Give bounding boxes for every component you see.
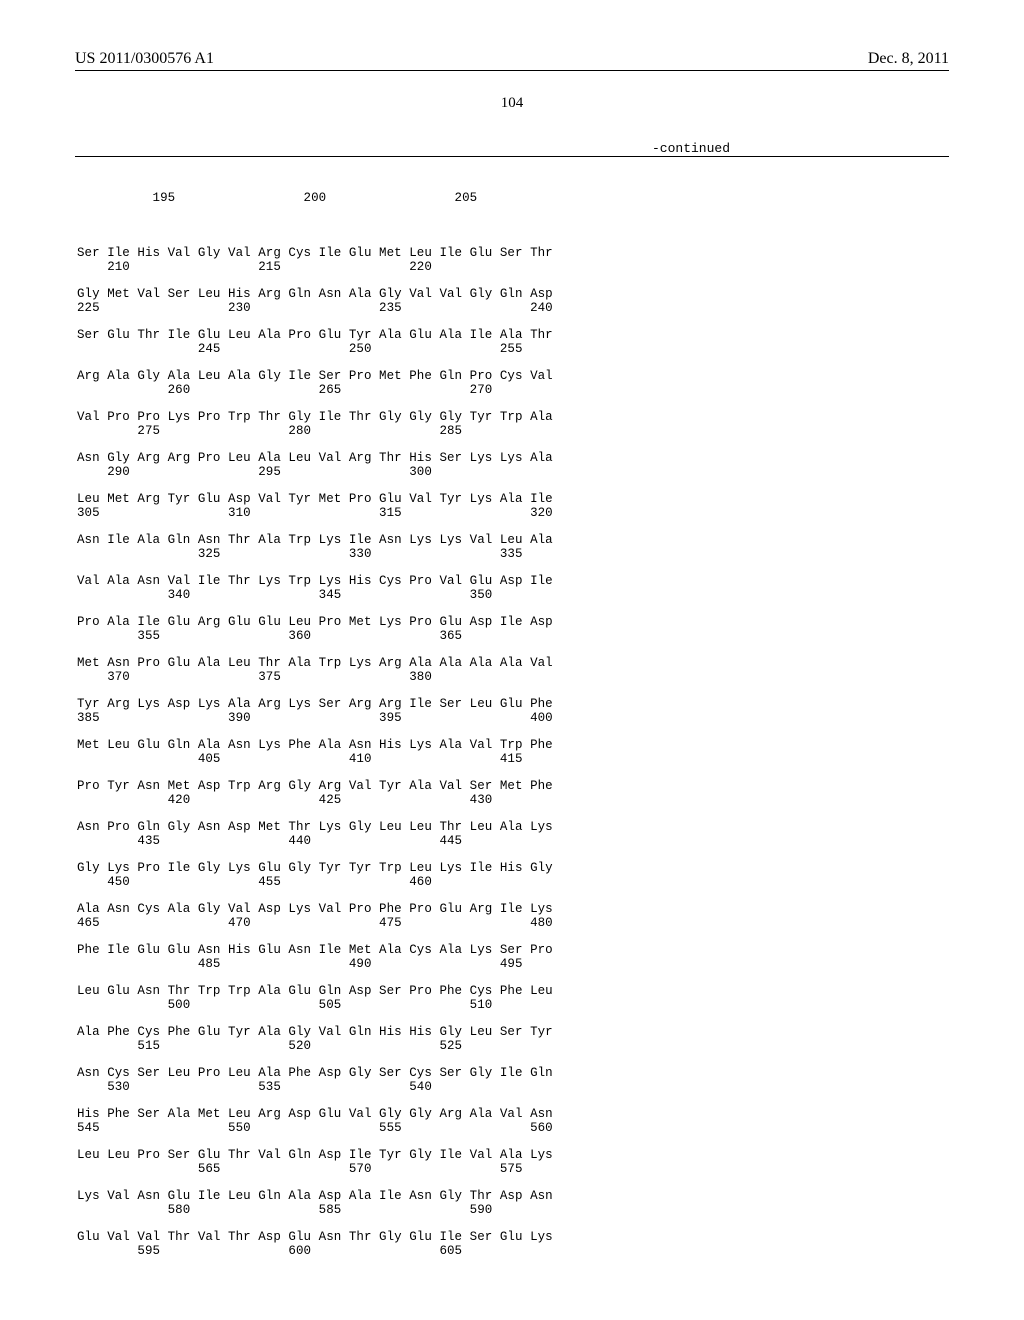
seq-block: Met Leu Glu Gln Ala Asn Lys Phe Ala Asn … (77, 738, 949, 766)
seq-aa-row: Pro Ala Ile Glu Arg Glu Glu Leu Pro Met … (77, 615, 949, 629)
publication-date: Dec. 8, 2011 (868, 50, 949, 68)
seq-number-row: 340 345 350 (77, 588, 949, 602)
seq-number-row: 500 505 510 (77, 998, 949, 1012)
seq-number-row: 195 200 205 (77, 191, 949, 205)
seq-aa-row: Arg Ala Gly Ala Leu Ala Gly Ile Ser Pro … (77, 369, 949, 383)
seq-block: Leu Met Arg Tyr Glu Asp Val Tyr Met Pro … (77, 492, 949, 520)
seq-block: Pro Ala Ile Glu Arg Glu Glu Leu Pro Met … (77, 615, 949, 643)
seq-number-row: 580 585 590 (77, 1203, 949, 1217)
seq-number-row: 485 490 495 (77, 957, 949, 971)
page-number: 104 (75, 95, 949, 112)
seq-aa-row: Ser Glu Thr Ile Glu Leu Ala Pro Glu Tyr … (77, 328, 949, 342)
seq-aa-row: Tyr Arg Lys Asp Lys Ala Arg Lys Ser Arg … (77, 697, 949, 711)
sequence-listing: 195 200 205 Ser Ile His Val Gly Val Arg … (77, 163, 949, 1299)
publication-number: US 2011/0300576 A1 (75, 50, 214, 68)
seq-number-row: 355 360 365 (77, 629, 949, 643)
seq-aa-row: Met Leu Glu Gln Ala Asn Lys Phe Ala Asn … (77, 738, 949, 752)
seq-block: Val Ala Asn Val Ile Thr Lys Trp Lys His … (77, 574, 949, 602)
seq-aa-row: Asn Ile Ala Gln Asn Thr Ala Trp Lys Ile … (77, 533, 949, 547)
seq-aa-row: Ser Ile His Val Gly Val Arg Cys Ile Glu … (77, 246, 949, 260)
seq-block: His Phe Ser Ala Met Leu Arg Asp Glu Val … (77, 1107, 949, 1135)
seq-number-row: 515 520 525 (77, 1039, 949, 1053)
seq-block: Asn Gly Arg Arg Pro Leu Ala Leu Val Arg … (77, 451, 949, 479)
seq-aa-row: Asn Gly Arg Arg Pro Leu Ala Leu Val Arg … (77, 451, 949, 465)
seq-aa-row: Phe Ile Glu Glu Asn His Glu Asn Ile Met … (77, 943, 949, 957)
seq-block: Pro Tyr Asn Met Asp Trp Arg Gly Arg Val … (77, 779, 949, 807)
seq-block: Ala Asn Cys Ala Gly Val Asp Lys Val Pro … (77, 902, 949, 930)
seq-aa-row: Pro Tyr Asn Met Asp Trp Arg Gly Arg Val … (77, 779, 949, 793)
seq-aa-row: Gly Lys Pro Ile Gly Lys Glu Gly Tyr Tyr … (77, 861, 949, 875)
seq-block: Ser Glu Thr Ile Glu Leu Ala Pro Glu Tyr … (77, 328, 949, 356)
seq-aa-row: Leu Leu Pro Ser Glu Thr Val Gln Asp Ile … (77, 1148, 949, 1162)
seq-block: Gly Lys Pro Ile Gly Lys Glu Gly Tyr Tyr … (77, 861, 949, 889)
page-header: US 2011/0300576 A1 Dec. 8, 2011 (75, 50, 949, 71)
seq-block: Lys Val Asn Glu Ile Leu Gln Ala Asp Ala … (77, 1189, 949, 1217)
seq-aa-row: His Phe Ser Ala Met Leu Arg Asp Glu Val … (77, 1107, 949, 1121)
seq-aa-row: Met Asn Pro Glu Ala Leu Thr Ala Trp Lys … (77, 656, 949, 670)
seq-number-row: 325 330 335 (77, 547, 949, 561)
seq-number-row: 370 375 380 (77, 670, 949, 684)
seq-number-row: 290 295 300 (77, 465, 949, 479)
seq-block: Met Asn Pro Glu Ala Leu Thr Ala Trp Lys … (77, 656, 949, 684)
seq-aa-row: Val Pro Pro Lys Pro Trp Thr Gly Ile Thr … (77, 410, 949, 424)
seq-number-row: 405 410 415 (77, 752, 949, 766)
seq-aa-row: Leu Glu Asn Thr Trp Trp Ala Glu Gln Asp … (77, 984, 949, 998)
seq-aa-row: Ala Asn Cys Ala Gly Val Asp Lys Val Pro … (77, 902, 949, 916)
seq-number-row: 595 600 605 (77, 1244, 949, 1258)
seq-block: Asn Cys Ser Leu Pro Leu Ala Phe Asp Gly … (77, 1066, 949, 1094)
seq-number-row: 225 230 235 240 (77, 301, 949, 315)
seq-aa-row: Leu Met Arg Tyr Glu Asp Val Tyr Met Pro … (77, 492, 949, 506)
seq-number-row: 545 550 555 560 (77, 1121, 949, 1135)
seq-aa-row: Gly Met Val Ser Leu His Arg Gln Asn Ala … (77, 287, 949, 301)
seq-block: Val Pro Pro Lys Pro Trp Thr Gly Ile Thr … (77, 410, 949, 438)
seq-block: Phe Ile Glu Glu Asn His Glu Asn Ile Met … (77, 943, 949, 971)
seq-aa-row: Asn Cys Ser Leu Pro Leu Ala Phe Asp Gly … (77, 1066, 949, 1080)
seq-block: Gly Met Val Ser Leu His Arg Gln Asn Ala … (77, 287, 949, 315)
seq-block: Leu Leu Pro Ser Glu Thr Val Gln Asp Ile … (77, 1148, 949, 1176)
document-page: US 2011/0300576 A1 Dec. 8, 2011 104 -con… (0, 0, 1024, 1320)
seq-number-row: 530 535 540 (77, 1080, 949, 1094)
seq-aa-row: Val Ala Asn Val Ile Thr Lys Trp Lys His … (77, 574, 949, 588)
seq-number-row: 245 250 255 (77, 342, 949, 356)
seq-number-row: 450 455 460 (77, 875, 949, 889)
seq-number-row: 260 265 270 (77, 383, 949, 397)
seq-number-row: 275 280 285 (77, 424, 949, 438)
continued-rule: -continued (75, 156, 949, 157)
seq-block: Leu Glu Asn Thr Trp Trp Ala Glu Gln Asp … (77, 984, 949, 1012)
seq-number-row: 565 570 575 (77, 1162, 949, 1176)
seq-block: Glu Val Val Thr Val Thr Asp Glu Asn Thr … (77, 1230, 949, 1258)
seq-aa-row: Lys Val Asn Glu Ile Leu Gln Ala Asp Ala … (77, 1189, 949, 1203)
seq-number-row: 435 440 445 (77, 834, 949, 848)
seq-block: Asn Ile Ala Gln Asn Thr Ala Trp Lys Ile … (77, 533, 949, 561)
seq-aa-row: Asn Pro Gln Gly Asn Asp Met Thr Lys Gly … (77, 820, 949, 834)
seq-number-row: 420 425 430 (77, 793, 949, 807)
continued-label: -continued (648, 141, 734, 156)
seq-block: Ser Ile His Val Gly Val Arg Cys Ile Glu … (77, 246, 949, 274)
seq-number-row: 210 215 220 (77, 260, 949, 274)
seq-number-row: 385 390 395 400 (77, 711, 949, 725)
seq-number-row: 305 310 315 320 (77, 506, 949, 520)
seq-block: Ala Phe Cys Phe Glu Tyr Ala Gly Val Gln … (77, 1025, 949, 1053)
seq-block: Tyr Arg Lys Asp Lys Ala Arg Lys Ser Arg … (77, 697, 949, 725)
seq-aa-row: Ala Phe Cys Phe Glu Tyr Ala Gly Val Gln … (77, 1025, 949, 1039)
seq-block: Arg Ala Gly Ala Leu Ala Gly Ile Ser Pro … (77, 369, 949, 397)
seq-aa-row: Glu Val Val Thr Val Thr Asp Glu Asn Thr … (77, 1230, 949, 1244)
seq-block: Asn Pro Gln Gly Asn Asp Met Thr Lys Gly … (77, 820, 949, 848)
seq-number-row: 465 470 475 480 (77, 916, 949, 930)
